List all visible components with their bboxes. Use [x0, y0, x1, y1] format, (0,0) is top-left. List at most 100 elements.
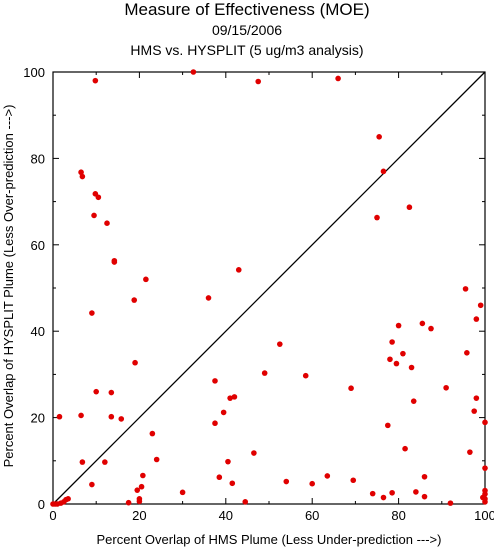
data-point [402, 445, 408, 452]
data-point [482, 465, 488, 471]
data-point [140, 472, 146, 479]
data-point [393, 360, 400, 367]
data-points [50, 69, 488, 507]
data-point [108, 389, 115, 396]
data-point [421, 473, 428, 480]
x-tick-label: 0 [49, 508, 56, 523]
data-point [149, 430, 156, 437]
data-point [102, 459, 108, 465]
data-point [261, 370, 268, 376]
data-point [421, 493, 428, 500]
y-tick-label: 60 [31, 238, 45, 253]
data-point [473, 395, 480, 401]
data-point [410, 398, 417, 404]
data-point [471, 408, 478, 414]
data-point [309, 480, 316, 487]
data-point [89, 310, 95, 316]
data-point [89, 481, 95, 488]
data-point [134, 487, 141, 493]
data-point [302, 372, 309, 379]
x-tick-label: 20 [132, 508, 146, 523]
data-point [143, 276, 149, 283]
data-point [348, 385, 354, 392]
data-point [91, 212, 97, 219]
data-point [56, 413, 63, 420]
data-point [227, 395, 233, 401]
data-point [395, 322, 402, 329]
data-point [79, 173, 86, 180]
data-point [374, 214, 380, 221]
data-point [389, 489, 395, 496]
data-point [324, 473, 331, 479]
x-tick-label: 40 [219, 508, 233, 523]
data-point [419, 320, 426, 327]
data-point [125, 499, 132, 506]
data-point [216, 474, 223, 481]
data-point [473, 316, 480, 322]
data-point [190, 69, 197, 75]
data-point [413, 489, 419, 495]
data-point [179, 489, 186, 496]
data-point [65, 496, 71, 502]
chart-subtitle: HMS vs. HYSPLIT (5 ug/m3 analysis) [130, 42, 364, 58]
data-point [406, 204, 413, 211]
data-point [235, 267, 242, 273]
data-point [389, 339, 395, 345]
chart-date: 09/15/2006 [211, 22, 283, 38]
chart-title: Measure of Effectiveness (MOE) [124, 0, 370, 19]
data-point [376, 134, 382, 140]
data-point [111, 259, 118, 265]
y-tick-label: 40 [31, 324, 45, 339]
data-point [132, 359, 138, 366]
data-point [255, 78, 261, 85]
y-tick-label: 0 [38, 497, 45, 512]
data-point [118, 416, 125, 422]
y-tick-label: 100 [23, 65, 45, 80]
data-point [428, 325, 434, 332]
x-tick-label: 100 [474, 508, 494, 523]
y-tick-label: 80 [31, 151, 45, 166]
data-point [400, 350, 406, 357]
data-point [350, 477, 357, 484]
data-point [131, 297, 138, 303]
data-point [78, 412, 84, 419]
data-point [462, 286, 469, 292]
data-point [277, 341, 283, 347]
reference-line [52, 71, 486, 505]
data-point [380, 168, 387, 175]
data-point [212, 378, 218, 384]
data-point [482, 491, 488, 497]
data-point [387, 356, 393, 363]
data-point [220, 409, 227, 416]
data-point [229, 480, 236, 487]
data-point [369, 490, 376, 497]
data-point [283, 478, 290, 485]
data-point [104, 220, 110, 226]
data-point [225, 458, 231, 465]
data-point [443, 384, 449, 391]
data-point [205, 295, 212, 301]
data-point [408, 364, 415, 371]
data-point [482, 499, 488, 505]
data-point [78, 169, 84, 176]
data-point [335, 75, 341, 82]
data-point [231, 394, 238, 400]
data-point [242, 499, 249, 505]
y-tick-label: 20 [31, 411, 45, 426]
data-point [136, 496, 143, 502]
data-point [380, 494, 387, 501]
data-point [138, 483, 145, 490]
data-point [92, 77, 99, 84]
data-point [95, 194, 102, 201]
data-point [447, 500, 454, 506]
data-point [251, 450, 257, 456]
data-point [464, 350, 470, 356]
data-point [467, 449, 473, 455]
data-point [477, 302, 484, 309]
data-point [79, 459, 86, 465]
data-point [108, 413, 115, 420]
data-point [153, 456, 160, 463]
y-axis-label: Percent Overlap of HYSPLIT Plume (Less O… [1, 105, 16, 468]
x-tick-label: 80 [391, 508, 405, 523]
